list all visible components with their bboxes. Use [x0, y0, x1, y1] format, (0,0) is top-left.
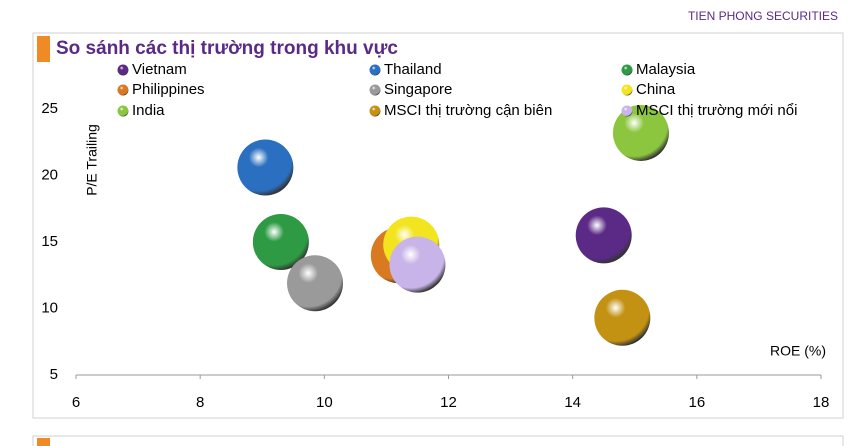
y-tick-label: 25 [41, 100, 58, 117]
x-tick-label: 12 [440, 394, 457, 411]
legend-label: MSCI thị trường cận biên [384, 102, 552, 119]
bubble [389, 236, 446, 293]
legend-marker [117, 84, 129, 96]
bubble [287, 255, 344, 312]
bubble [612, 104, 669, 161]
title-marker [37, 36, 50, 62]
legend-label: Singapore [384, 81, 452, 98]
legend-label: Philippines [132, 81, 205, 98]
legend-label: India [132, 102, 165, 119]
chart-frame [32, 32, 844, 419]
next-panel-marker [37, 438, 50, 446]
bubble [237, 139, 294, 196]
brand: TIEN PHONG SECURITIES [688, 9, 838, 23]
legend-label: Thailand [384, 61, 442, 78]
bubble [575, 207, 632, 264]
next-panel [32, 435, 844, 446]
x-axis-label: ROE (%) [770, 343, 826, 359]
legend-marker [117, 64, 129, 76]
legend-marker [621, 105, 633, 117]
chart-title: So sánh các thị trường trong khu vực [56, 38, 398, 59]
x-tick-label: 8 [196, 394, 204, 411]
y-tick-label: 5 [50, 366, 58, 383]
legend-marker [117, 105, 129, 117]
x-tick-label: 16 [688, 394, 705, 411]
x-tick-label: 10 [316, 394, 333, 411]
bubble [252, 214, 309, 270]
legend-marker [621, 84, 633, 96]
y-tick-label: 15 [41, 233, 58, 250]
x-tick-label: 6 [72, 394, 80, 411]
legend-label: MSCI thị trường mới nổi [636, 102, 797, 119]
legend-label: Malaysia [636, 61, 696, 78]
legend-marker [621, 64, 633, 76]
legend-label: Vietnam [132, 61, 187, 78]
legend-marker [369, 105, 381, 117]
legend-marker [369, 84, 381, 96]
y-tick-label: 10 [41, 299, 58, 316]
bubble [594, 289, 651, 346]
legend-marker [369, 64, 381, 76]
y-tick-label: 20 [41, 166, 58, 183]
y-axis-label: P/E Trailing [84, 124, 100, 196]
x-tick-label: 18 [813, 394, 830, 411]
x-tick-label: 14 [564, 394, 581, 411]
legend-label: China [636, 81, 676, 98]
